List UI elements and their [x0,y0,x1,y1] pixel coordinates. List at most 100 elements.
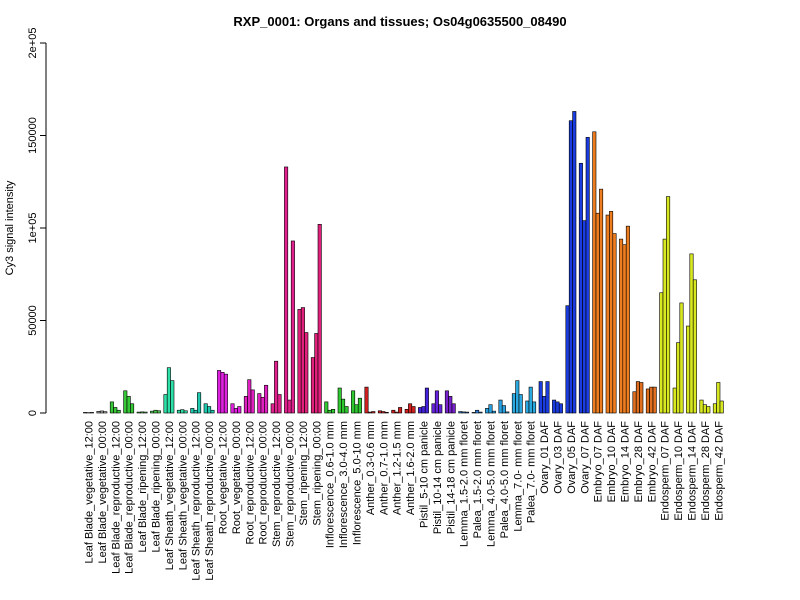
bar [511,393,516,414]
bar [635,381,640,414]
bar [652,386,657,414]
bar [260,396,265,414]
bar [290,240,295,414]
bar [130,403,135,414]
bar [250,389,255,414]
x-tick-label: Leaf Sheath_reproductive_00:00 [204,421,216,581]
x-tick-label: Ovary_07 DAF [579,421,591,494]
x-tick-label: Inflorescence_0.6-1.0 mm [325,421,337,548]
bar [712,403,717,414]
bar [582,220,587,414]
bar [645,388,650,414]
bar [230,403,235,414]
bar [170,380,175,414]
x-tick-label: Lemma_7.0- mm floret [512,421,524,532]
bar [609,211,614,414]
bar [572,111,577,414]
x-tick-label: Embryo_10 DAF [606,421,618,503]
bar [692,279,697,414]
bar [237,406,242,414]
bar [404,408,409,414]
bar [176,409,181,414]
bar [197,392,202,414]
bar [699,399,704,414]
x-tick-label: Endosperm_10 DAF [673,421,685,521]
bar [465,411,470,414]
x-tick-label: Pistil_5-10 cm panicle [419,421,431,528]
bar [488,404,493,414]
x-tick-label: Leaf Blade_vegetative_12:00 [84,421,96,564]
bar [458,411,463,414]
bar [163,394,168,414]
bar [411,406,416,414]
bar [324,401,329,414]
bar [264,384,269,414]
x-tick-label: Palea_1.5-2.0 mm floret [472,421,484,538]
y-tick-label: 150000 [27,117,39,154]
bar [434,390,439,414]
bar [140,411,145,414]
bar [408,403,413,414]
bar [612,233,617,414]
bar [314,333,319,414]
x-tick-label: Leaf Blade_reproductive_12:00 [110,421,122,574]
x-tick-label: Pistil_10-14 cm panicle [432,421,444,534]
bar [448,396,453,414]
bars [83,111,724,414]
bar [398,407,403,414]
bar [485,408,490,414]
bar [310,357,315,414]
bar [247,379,252,414]
bar [384,411,389,414]
bar [444,390,449,414]
bar [501,405,506,414]
x-tick-label: Anther_0.3-0.6 mm [365,421,377,515]
bar [451,403,456,414]
bar [461,411,466,414]
bar [525,400,530,414]
bar [156,410,161,414]
bar [649,386,654,414]
x-tick-label: Inflorescence_5.0-10 mm [352,421,364,545]
bar [431,403,436,414]
bar [706,406,711,414]
bar [622,244,627,414]
bar [666,196,671,414]
bar [304,332,309,414]
bar [220,371,225,414]
bar [207,406,212,414]
bar [243,396,248,414]
bar [394,411,399,414]
y-tick-label: 2e+05 [27,28,39,59]
bar [421,406,426,414]
bar [686,325,691,414]
x-tick-label: Endosperm_42 DAF [713,421,725,521]
bar [99,410,104,414]
bar [136,411,141,414]
bar [381,411,386,414]
bar [625,225,630,414]
bar [233,408,238,414]
bar [150,410,155,414]
bar [424,387,429,414]
bar [605,214,610,414]
bar [277,394,282,414]
bar [532,401,537,414]
bar [639,382,644,414]
x-tick-label: Leaf Sheath_reproductive_12:00 [191,421,203,581]
y-axis: 0 50000 1e+05 150000 2e+05 [27,28,47,416]
bar [418,407,423,414]
x-tick-label: Root_vegetative_12:00 [218,421,230,534]
x-tick-label: Root_reproductive_12:00 [244,421,256,545]
bar [599,188,604,414]
bar [351,390,356,414]
x-tick-label: Lemma_1.5-2.0 mm floret [459,421,471,547]
bar [109,401,114,414]
bar [659,292,664,414]
bar [270,403,275,414]
x-tick-label: Ovary_03 DAF [553,421,565,494]
bar [113,407,118,414]
bar [498,399,503,414]
x-tick-label: Ovary_05 DAF [566,421,578,494]
